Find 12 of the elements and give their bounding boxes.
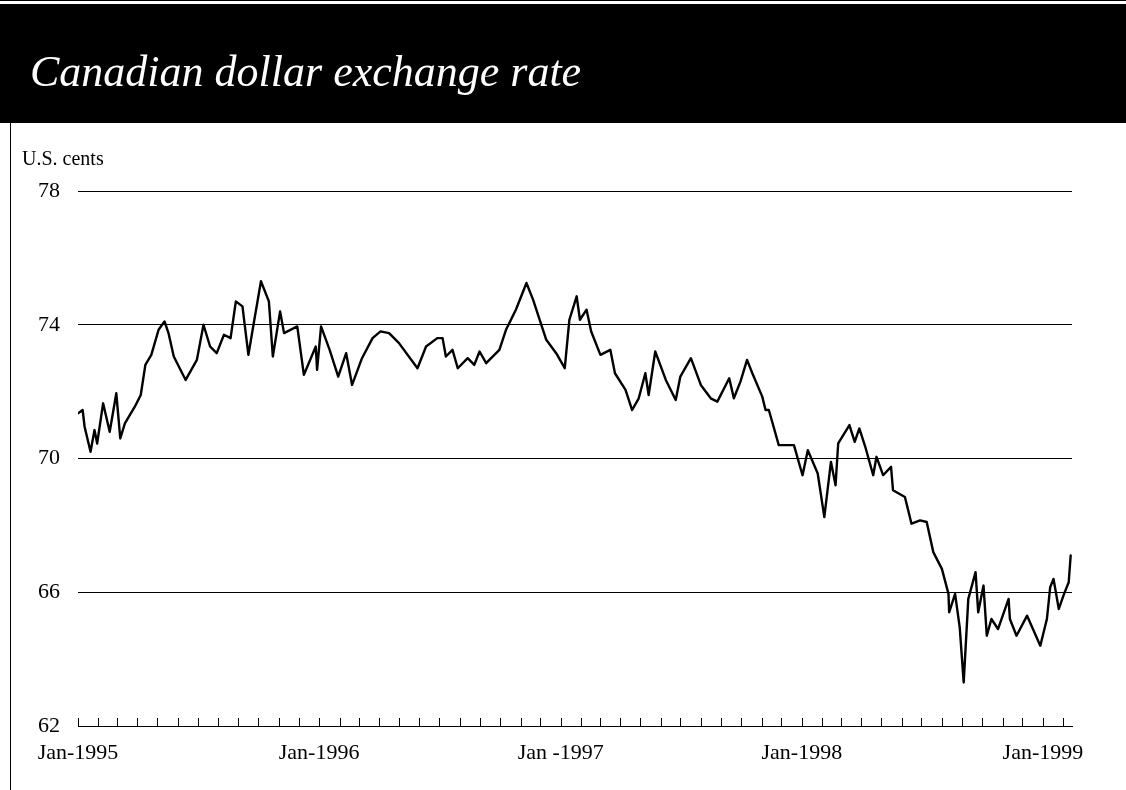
y-tick-label: 62: [38, 711, 60, 737]
y-tick-label: 78: [38, 176, 60, 202]
chart-title: Canadian dollar exchange rate: [30, 46, 582, 97]
y-tick-label: 70: [38, 444, 60, 470]
x-tick-label: Jan-1996: [278, 738, 360, 764]
y-tick-label: 74: [38, 310, 60, 336]
x-tick-label: Jan -1997: [517, 738, 604, 764]
x-tick-label: Jan-1995: [37, 738, 119, 764]
x-tick-label: Jan-1999: [1002, 738, 1084, 764]
y-axis-title: U.S. cents: [22, 147, 104, 170]
y-tick-label: 66: [38, 578, 60, 604]
x-tick-label: Jan-1998: [761, 738, 843, 764]
